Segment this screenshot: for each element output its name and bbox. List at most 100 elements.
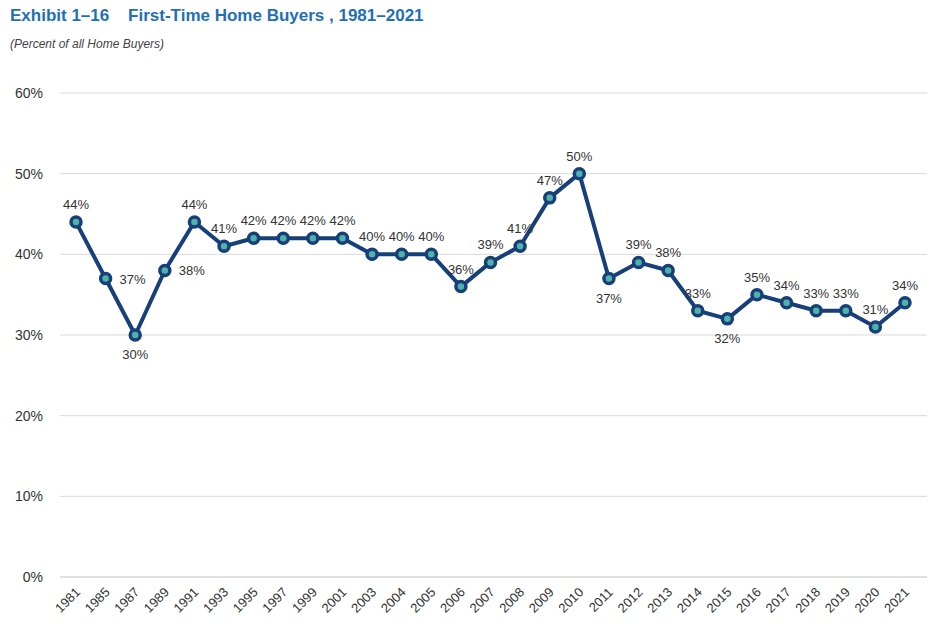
data-label: 37% xyxy=(596,291,622,306)
chart: Exhibit 1–16 First-Time Home Buyers , 19… xyxy=(0,0,937,631)
marker xyxy=(278,233,288,243)
x-tick-label: 1999 xyxy=(289,585,320,616)
marker xyxy=(663,265,673,275)
y-tick-label: 20% xyxy=(15,408,43,424)
marker xyxy=(900,298,910,308)
data-label: 47% xyxy=(537,173,563,188)
data-label: 41% xyxy=(211,221,237,236)
marker xyxy=(101,274,111,284)
data-label: 40% xyxy=(359,229,385,244)
marker xyxy=(545,193,555,203)
x-tick-label: 2016 xyxy=(733,585,764,616)
data-label: 34% xyxy=(892,278,918,293)
marker xyxy=(337,233,347,243)
grid-line xyxy=(60,577,927,578)
x-tick-label: 2006 xyxy=(437,585,468,616)
data-label: 32% xyxy=(714,331,740,346)
x-tick-label: 2013 xyxy=(644,585,675,616)
x-tick-label: 2004 xyxy=(378,585,409,616)
title: Exhibit 1–16 First-Time Home Buyers , 19… xyxy=(10,6,424,25)
plot-area xyxy=(71,169,910,340)
data-label: 31% xyxy=(862,302,888,317)
data-label: 37% xyxy=(120,272,146,287)
y-tick-label: 40% xyxy=(15,246,43,262)
data-label: 44% xyxy=(181,197,207,212)
x-tick-label: 2012 xyxy=(615,585,646,616)
data-label: 40% xyxy=(389,229,415,244)
data-label: 34% xyxy=(774,278,800,293)
marker xyxy=(870,322,880,332)
marker xyxy=(782,298,792,308)
marker xyxy=(160,265,170,275)
x-tick-label: 1993 xyxy=(200,585,231,616)
grid-line xyxy=(60,173,927,174)
data-label: 33% xyxy=(685,286,711,301)
marker xyxy=(634,257,644,267)
data-label: 39% xyxy=(626,237,652,252)
marker xyxy=(397,249,407,259)
marker xyxy=(456,282,466,292)
data-label: 40% xyxy=(418,229,444,244)
data-label: 33% xyxy=(803,286,829,301)
marker xyxy=(308,233,318,243)
data-label: 41% xyxy=(507,221,533,236)
x-tick-label: 2010 xyxy=(555,585,586,616)
x-tick-label: 2007 xyxy=(467,585,498,616)
marker xyxy=(693,306,703,316)
data-label: 33% xyxy=(833,286,859,301)
marker xyxy=(249,233,259,243)
grid-line xyxy=(60,496,927,497)
y-tick-label: 30% xyxy=(15,327,43,343)
marker xyxy=(71,217,81,227)
marker xyxy=(722,314,732,324)
data-labels: 44%37%30%38%44%41%42%42%42%42%40%40%40%3… xyxy=(63,149,918,362)
data-label: 42% xyxy=(241,213,267,228)
marker xyxy=(189,217,199,227)
x-tick-label: 2018 xyxy=(792,585,823,616)
marker xyxy=(219,241,229,251)
x-axis: 1981198519871989199119931995199719992001… xyxy=(52,585,912,616)
x-tick-label: 1985 xyxy=(82,585,113,616)
x-tick-label: 2017 xyxy=(763,585,794,616)
x-tick-label: 2019 xyxy=(822,585,853,616)
x-tick-label: 2008 xyxy=(496,585,527,616)
marker xyxy=(486,257,496,267)
x-tick-label: 1991 xyxy=(170,585,201,616)
data-label: 50% xyxy=(566,149,592,164)
data-label: 42% xyxy=(300,213,326,228)
marker xyxy=(604,274,614,284)
y-tick-label: 0% xyxy=(23,569,43,585)
x-tick-label: 1989 xyxy=(141,585,172,616)
data-label: 38% xyxy=(179,263,205,278)
y-tick-label: 10% xyxy=(15,488,43,504)
x-tick-label: 2021 xyxy=(881,585,912,616)
marker xyxy=(426,249,436,259)
x-tick-label: 2003 xyxy=(348,585,379,616)
data-label: 30% xyxy=(122,347,148,362)
data-label: 38% xyxy=(655,245,681,260)
data-label: 42% xyxy=(329,213,355,228)
series-line xyxy=(76,174,905,335)
x-tick-label: 1995 xyxy=(230,585,261,616)
y-axis: 0% 10% 20% 30% 40% 50% 60% xyxy=(15,85,927,585)
grid-line xyxy=(60,415,927,416)
marker xyxy=(574,169,584,179)
x-tick-label: 2005 xyxy=(407,585,438,616)
y-tick-label: 60% xyxy=(15,85,43,101)
marker xyxy=(811,306,821,316)
data-label: 35% xyxy=(744,270,770,285)
marker xyxy=(752,290,762,300)
marker xyxy=(367,249,377,259)
data-label: 39% xyxy=(477,237,503,252)
x-tick-label: 2014 xyxy=(674,585,705,616)
x-tick-label: 2009 xyxy=(526,585,557,616)
marker xyxy=(130,330,140,340)
marker xyxy=(515,241,525,251)
marker xyxy=(841,306,851,316)
data-label: 44% xyxy=(63,197,89,212)
x-tick-label: 2020 xyxy=(851,585,882,616)
x-tick-label: 2011 xyxy=(586,585,616,615)
x-tick-label: 2015 xyxy=(703,585,734,616)
x-tick-label: 1997 xyxy=(259,585,290,616)
data-label: 42% xyxy=(270,213,296,228)
